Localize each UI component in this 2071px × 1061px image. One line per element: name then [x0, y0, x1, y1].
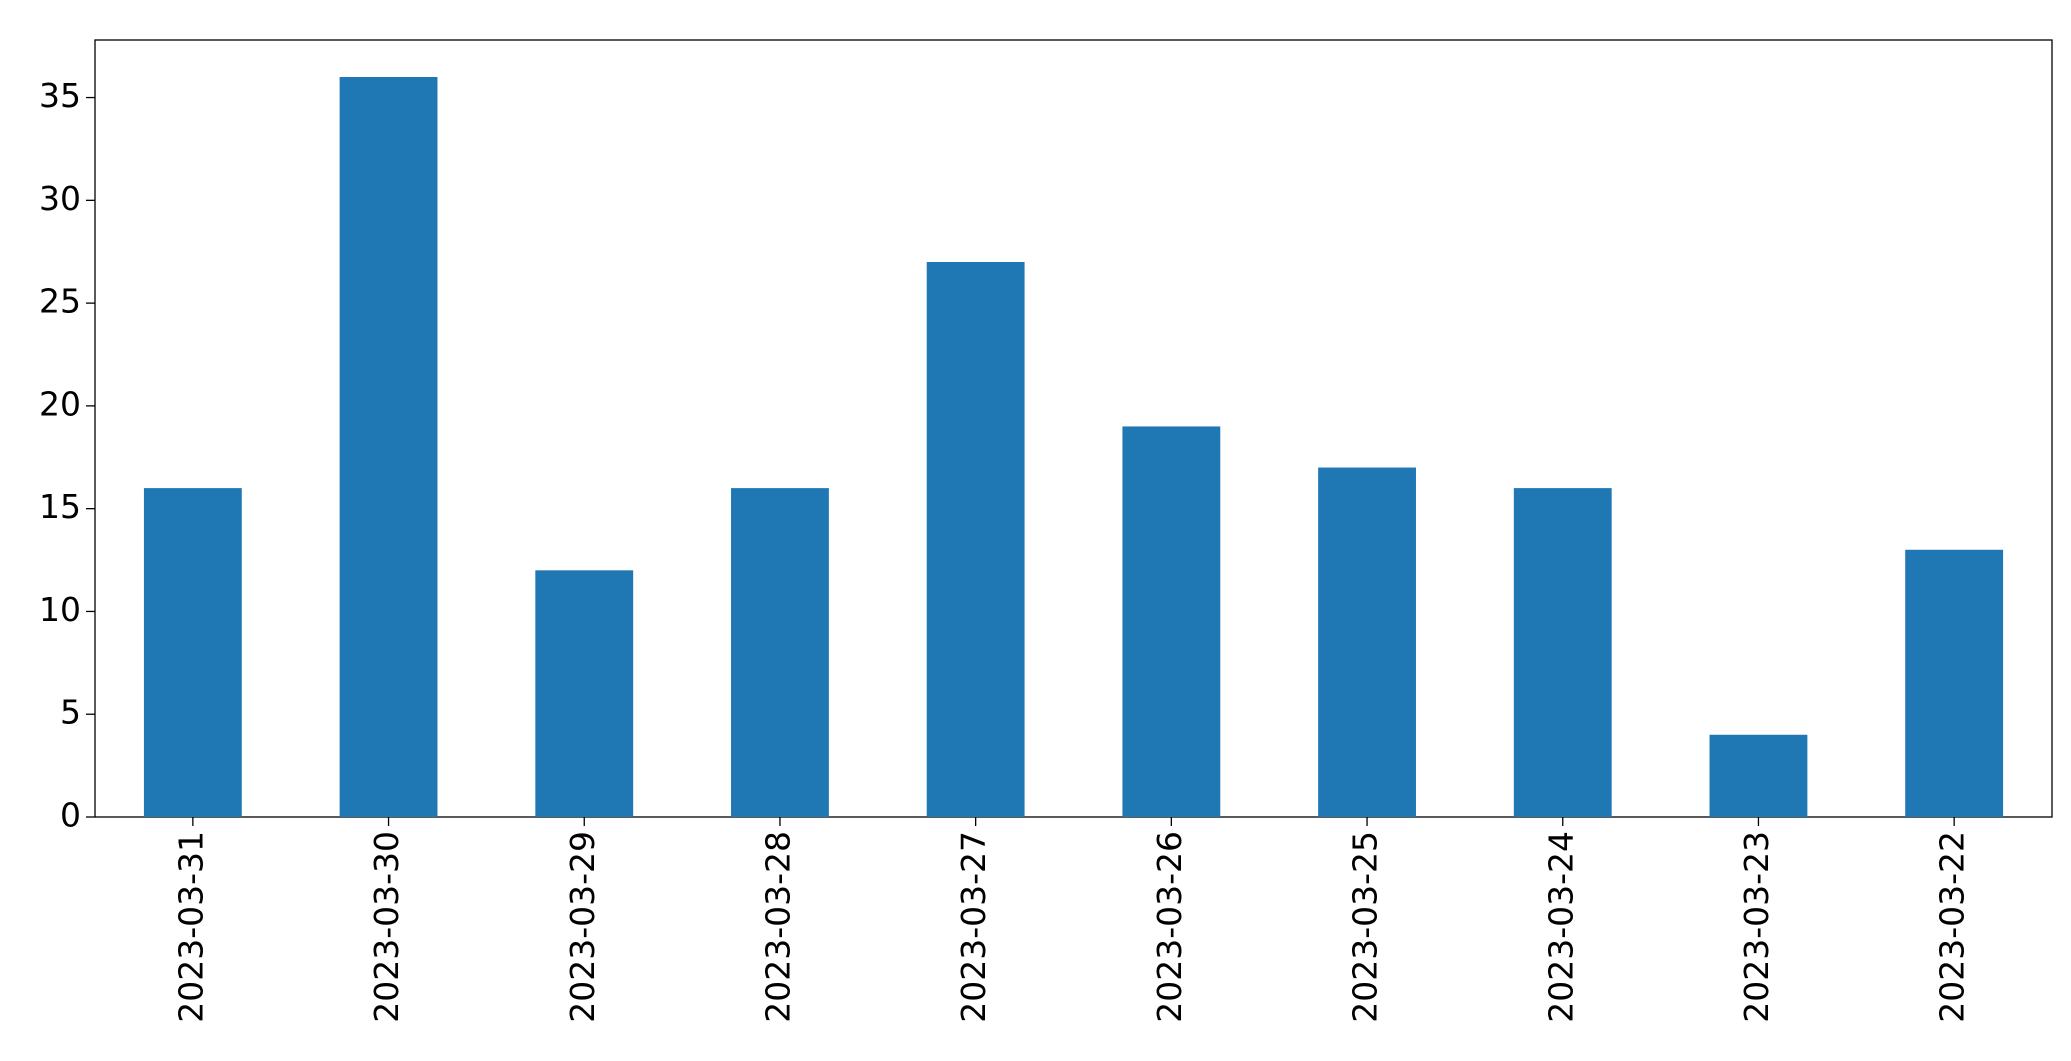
bar	[731, 488, 829, 817]
y-tick-label: 5	[60, 693, 81, 732]
x-tick-label: 2023-03-29	[563, 831, 602, 1023]
bar	[339, 77, 438, 817]
bar	[1905, 549, 2004, 817]
x-tick-label: 2023-03-22	[1933, 831, 1972, 1023]
y-tick-label: 30	[39, 179, 81, 218]
x-tick-label: 2023-03-28	[758, 831, 797, 1023]
y-tick-label: 0	[60, 796, 81, 835]
x-tick-label: 2023-03-25	[1346, 831, 1385, 1023]
bar	[1513, 488, 1612, 817]
x-tick-label: 2023-03-30	[367, 831, 406, 1023]
bar	[1318, 467, 1416, 817]
x-tick-label: 2023-03-27	[954, 831, 993, 1023]
bar	[926, 262, 1025, 817]
y-tick-label: 15	[39, 487, 81, 526]
x-tick-label: 2023-03-24	[1541, 831, 1580, 1023]
x-tick-label: 2023-03-26	[1150, 831, 1189, 1023]
y-tick-label: 10	[39, 590, 81, 629]
bar	[143, 488, 242, 817]
bar	[1709, 734, 1808, 817]
y-tick-label: 20	[39, 384, 81, 423]
y-tick-label: 25	[39, 282, 81, 321]
x-tick-label: 2023-03-23	[1737, 831, 1776, 1023]
y-tick-label: 35	[39, 76, 81, 115]
x-tick-label: 2023-03-31	[171, 831, 210, 1023]
axes-frame	[94, 39, 2053, 818]
bar	[1122, 426, 1221, 817]
bar	[535, 570, 634, 817]
